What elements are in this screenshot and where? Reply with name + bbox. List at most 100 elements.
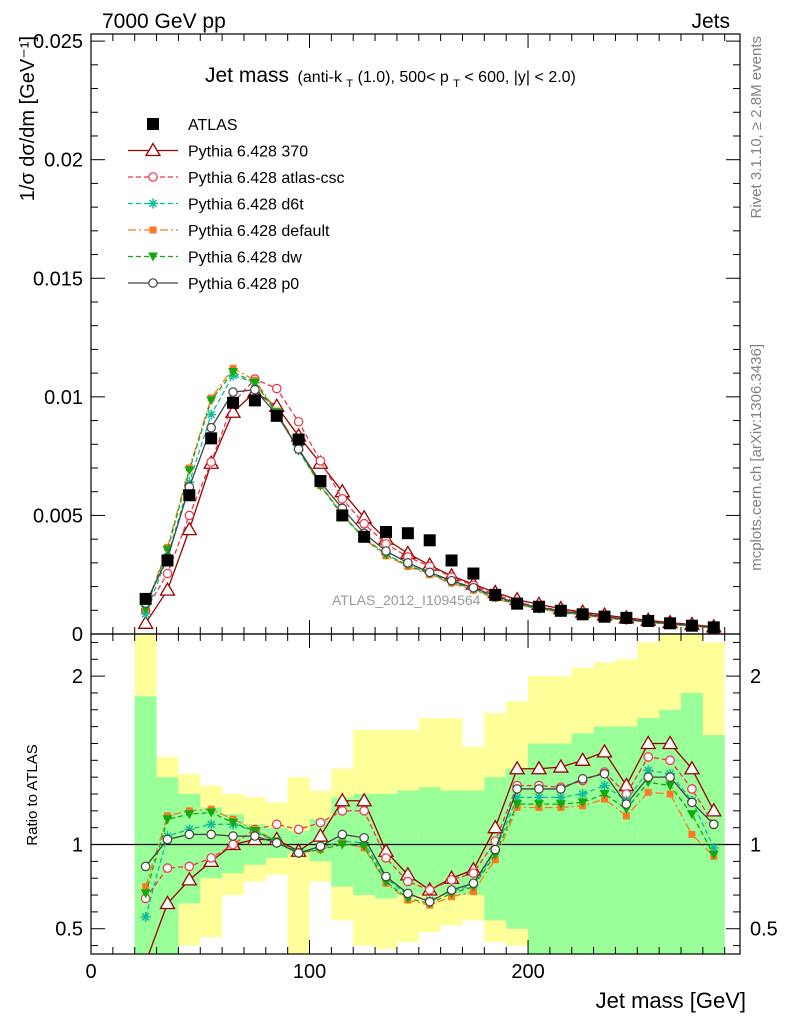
legend-label-p0: Pythia 6.428 p0 xyxy=(188,276,299,293)
ratio-inner-band-bin xyxy=(571,733,594,954)
chart-title-sub-sub1: T xyxy=(346,78,353,90)
header-energy-label: 7000 GeV pp xyxy=(102,10,226,33)
ratio-y-tick-label: 2 xyxy=(72,666,83,688)
chart-title-sub-1: (anti-k xyxy=(297,69,342,86)
ratio-y-tick-label: 1 xyxy=(72,835,83,857)
main-axis-ticks: 0 0.005 0.01 0.015 0.02 0.025 xyxy=(33,31,740,646)
ratio-point-dw xyxy=(577,798,588,808)
ratio-point-dw xyxy=(162,815,173,825)
ratio-point-atlas_csc xyxy=(337,806,348,816)
main-point-p0 xyxy=(468,582,479,593)
legend-label-default: Pythia 6.428 default xyxy=(188,223,330,240)
legend-marker-p0 xyxy=(148,278,158,288)
ratio-point-atlas_csc xyxy=(359,806,369,816)
main-point-p0 xyxy=(424,567,435,578)
main-point-atlas xyxy=(576,608,589,621)
rivet-version-label: Rivet 3.1.10, ≥ 2.8M events xyxy=(748,36,765,219)
ratio-inner-band-bin xyxy=(134,696,157,954)
main-point-s370 xyxy=(137,615,154,629)
main-point-atlas xyxy=(685,619,698,632)
ratio-point-dw xyxy=(533,800,544,810)
ratio-point-p0 xyxy=(228,831,238,841)
ratio-series-p0 xyxy=(140,768,719,907)
x-axis-label: Jet mass [GeV] xyxy=(596,988,746,1013)
main-point-dw xyxy=(184,466,195,476)
main-series-layer xyxy=(137,364,722,634)
ratio-point-atlas_csc xyxy=(162,863,173,873)
main-point-atlas xyxy=(467,567,480,580)
ratio-point-atlas_csc xyxy=(687,784,697,794)
main-point-atlas xyxy=(161,554,174,567)
ratio-point-atlas_csc xyxy=(446,875,457,885)
ratio-y-tick-label-right: 2 xyxy=(750,666,761,688)
ratio-point-atlas_csc xyxy=(403,876,413,887)
legend-marker-dw xyxy=(148,252,158,262)
main-y-tick-label: 0 xyxy=(72,624,83,646)
main-point-atlas_csc xyxy=(162,568,173,579)
ratio-inner-band-bin xyxy=(506,768,529,929)
ratio-point-s370 xyxy=(596,743,613,758)
main-point-atlas xyxy=(664,617,677,630)
ratio-point-default xyxy=(601,795,609,803)
ratio-point-atlas_csc xyxy=(271,819,282,830)
ratio-inner-band-bin xyxy=(681,692,703,954)
main-y-tick-label: 0.005 xyxy=(33,505,83,527)
ratio-point-p0 xyxy=(424,896,435,907)
main-point-atlas xyxy=(314,475,327,488)
main-point-dw xyxy=(228,367,239,377)
ratio-point-p0 xyxy=(577,774,588,784)
main-point-atlas xyxy=(401,527,414,540)
ratio-point-d6t xyxy=(555,792,566,803)
ratio-point-dw xyxy=(708,850,719,860)
chart-title-sub-2: (1.0), 500< p xyxy=(358,69,449,86)
mcplots-label: mcplots.cern.ch [arXiv:1306.3436] xyxy=(748,344,765,571)
analysis-watermark: ATLAS_2012_I1094564 xyxy=(332,592,481,608)
main-point-p0 xyxy=(250,384,260,395)
ratio-point-s370 xyxy=(181,871,198,886)
chart-title: Jet mass (anti-k T (1.0), 500< p T < 600… xyxy=(205,64,576,91)
ratio-point-s370 xyxy=(487,819,504,834)
main-point-atlas_csc xyxy=(293,416,304,427)
ratio-y-tick-label-right: 0.5 xyxy=(750,919,778,941)
ratio-inner-band-bin xyxy=(440,790,463,896)
ratio-point-s370 xyxy=(508,760,526,775)
ratio-point-d6t xyxy=(206,819,217,830)
ratio-point-s370 xyxy=(640,735,657,750)
ratio-point-p0 xyxy=(599,768,610,779)
main-point-s370 xyxy=(181,521,198,536)
ratio-point-dw xyxy=(512,800,523,810)
main-point-atlas xyxy=(423,534,436,547)
main-point-atlas xyxy=(642,614,655,627)
ratio-inner-band-bin xyxy=(615,726,638,954)
ratio-inner-band-bin xyxy=(418,787,441,896)
ratio-point-dw xyxy=(140,889,151,899)
main-point-atlas xyxy=(511,597,524,610)
ratio-point-dw xyxy=(228,818,239,828)
ratio-point-s370 xyxy=(334,792,351,807)
ratio-point-p0 xyxy=(184,829,195,840)
ratio-point-atlas_csc xyxy=(315,817,326,828)
ratio-point-atlas_csc xyxy=(665,755,675,766)
main-point-atlas xyxy=(707,621,720,634)
ratio-inner-band-bin xyxy=(462,790,485,896)
main-point-atlas xyxy=(358,530,371,543)
main-point-dw xyxy=(249,378,260,388)
main-point-atlas_csc xyxy=(315,456,326,466)
ratio-point-default xyxy=(491,856,499,864)
ratio-point-p0 xyxy=(271,838,282,848)
ratio-point-s370 xyxy=(661,735,679,750)
ratio-y-tick-label: 0.5 xyxy=(55,919,83,941)
ratio-point-d6t xyxy=(533,792,544,803)
ratio-point-default xyxy=(644,788,652,796)
ratio-point-s370 xyxy=(552,758,569,773)
main-y-tick-label: 0.025 xyxy=(33,31,83,53)
ratio-outer-band-bin xyxy=(287,777,310,954)
main-series-atlas xyxy=(139,394,720,634)
main-point-p0 xyxy=(403,558,413,568)
ratio-point-dw xyxy=(599,790,610,799)
main-point-atlas_csc xyxy=(271,383,282,394)
main-point-atlas_csc xyxy=(337,494,348,504)
ratio-point-default xyxy=(469,888,477,896)
ratio-point-dw xyxy=(184,810,195,820)
ratio-point-p0 xyxy=(315,841,326,852)
